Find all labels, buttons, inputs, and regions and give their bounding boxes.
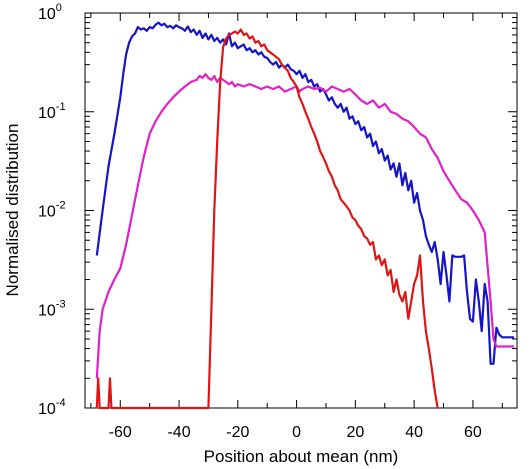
y-tick-label: 100: [38, 2, 62, 23]
y-tick-mantissa: 10: [38, 105, 56, 122]
y-tick-exponent: -4: [56, 397, 66, 409]
y-tick-mantissa: 10: [38, 302, 56, 319]
x-tick-label: 20: [346, 424, 364, 441]
x-tick-label: 60: [464, 424, 482, 441]
y-tick-mantissa: 10: [38, 6, 56, 23]
x-tick-label: 0: [292, 424, 301, 441]
series-line-1: [95, 73, 515, 379]
x-tick-label: -20: [226, 424, 249, 441]
y-tick-exponent: 0: [56, 2, 62, 14]
y-tick-label: 10-2: [38, 200, 66, 221]
y-tick-mantissa: 10: [38, 401, 56, 418]
x-tick-label: -40: [167, 424, 190, 441]
tick-marks: [85, 12, 517, 409]
y-tick-exponent: -2: [56, 200, 66, 212]
y-tick-mantissa: 10: [38, 204, 56, 221]
x-axis-title: Position about mean (nm): [204, 447, 399, 466]
x-tick-label: 40: [405, 424, 423, 441]
y-tick-label: 10-4: [38, 397, 66, 418]
y-tick-label: 10-3: [38, 298, 66, 319]
y-tick-exponent: -3: [56, 298, 66, 310]
y-axis-title: Normalised distribution: [3, 124, 22, 297]
x-tick-label: -60: [109, 424, 132, 441]
series-line-2: [95, 28, 439, 410]
series-group: [95, 21, 515, 410]
y-tick-exponent: -1: [56, 101, 66, 113]
series-line-0: [95, 21, 515, 365]
y-tick-label: 10-1: [38, 101, 66, 122]
